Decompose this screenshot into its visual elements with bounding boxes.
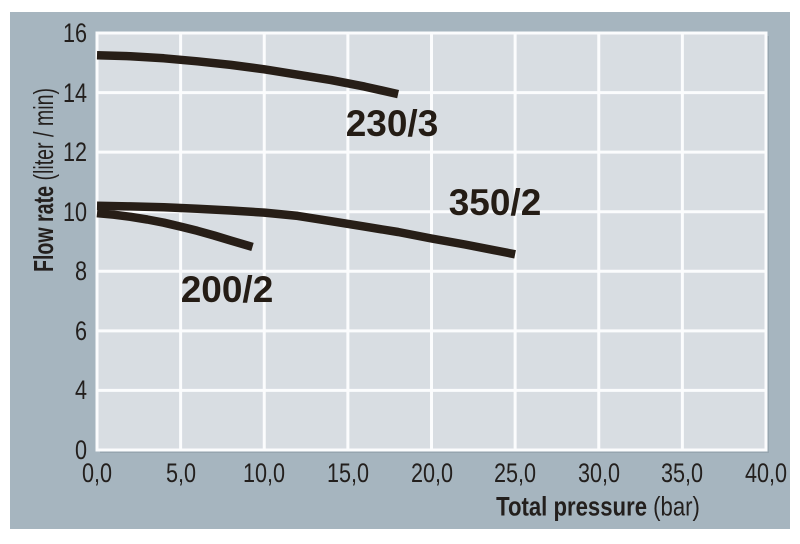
y-tick-label: 0 (74, 435, 87, 465)
x-tick-label: 15,0 (326, 458, 369, 488)
y-tick-label: 8 (74, 256, 87, 287)
y-tick-label: 10 (62, 196, 87, 227)
curve-350-2 (96, 201, 516, 259)
y-tick-label: 4 (74, 375, 87, 406)
x-axis-title-unit: (bar) (653, 491, 700, 522)
x-tick-label: 5,0 (165, 458, 196, 488)
x-tick-label: 20,0 (410, 458, 453, 488)
y-tick-label: 12 (62, 137, 87, 168)
curve-200-2 (96, 208, 254, 251)
curve-label-200-2: 200/2 (180, 269, 274, 310)
y-tick-label: 6 (74, 315, 87, 346)
curve-230-3 (96, 51, 400, 99)
x-tick-label: 30,0 (577, 458, 620, 488)
curve-label-230-3: 230/3 (345, 103, 439, 144)
x-tick-label: 35,0 (661, 458, 704, 488)
y-tick-label: 14 (62, 77, 87, 108)
y-axis-title-bold: Flow rate (28, 185, 59, 273)
y-axis-title: Flow rate (liter / min) (28, 88, 60, 272)
x-axis-title: Total pressure (bar) (496, 492, 700, 523)
curve-label-350-2: 350/2 (448, 182, 542, 223)
x-tick-label: 25,0 (494, 458, 537, 488)
y-tick-label: 16 (62, 18, 87, 48)
x-axis-title-bold: Total pressure (496, 491, 648, 522)
x-tick-label: 0,0 (81, 458, 113, 488)
y-axis-title-unit: (liter / min) (28, 87, 59, 181)
x-tick-label: 40,0 (744, 458, 788, 488)
x-tick-label: 10,0 (243, 458, 286, 488)
